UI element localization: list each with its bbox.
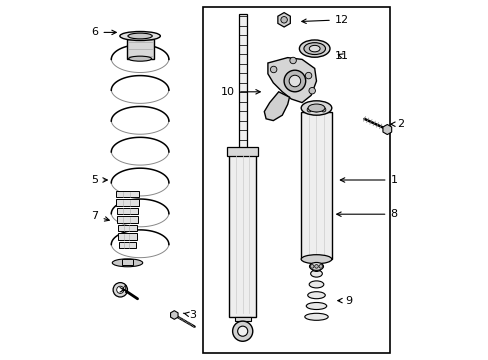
- Text: 1: 1: [340, 175, 397, 185]
- Circle shape: [237, 326, 247, 336]
- Text: 9: 9: [337, 296, 352, 306]
- Text: 3: 3: [183, 310, 196, 320]
- Text: 5: 5: [91, 175, 107, 185]
- Bar: [116, 199, 139, 206]
- Circle shape: [314, 265, 318, 268]
- Text: 6: 6: [91, 27, 116, 37]
- Bar: [229, 151, 256, 317]
- Ellipse shape: [128, 56, 151, 61]
- Bar: [227, 147, 258, 156]
- Ellipse shape: [310, 270, 322, 277]
- Ellipse shape: [305, 302, 326, 310]
- Circle shape: [232, 321, 252, 341]
- Ellipse shape: [299, 40, 329, 57]
- Text: 10: 10: [221, 87, 260, 97]
- Text: 2: 2: [390, 119, 404, 129]
- Ellipse shape: [128, 33, 152, 39]
- Bar: [117, 208, 138, 214]
- Bar: [122, 259, 133, 265]
- Ellipse shape: [307, 292, 325, 299]
- Bar: [126, 39, 153, 59]
- Circle shape: [306, 108, 311, 112]
- Circle shape: [288, 75, 300, 87]
- Circle shape: [113, 283, 127, 297]
- Ellipse shape: [303, 43, 325, 55]
- Bar: [234, 317, 250, 321]
- Bar: [301, 112, 331, 259]
- Circle shape: [308, 87, 315, 94]
- Ellipse shape: [311, 265, 321, 271]
- Bar: [118, 233, 137, 240]
- Ellipse shape: [120, 32, 160, 41]
- Bar: [238, 14, 246, 151]
- Ellipse shape: [309, 262, 323, 270]
- Circle shape: [321, 108, 325, 112]
- Circle shape: [284, 70, 305, 92]
- Circle shape: [117, 286, 123, 293]
- Ellipse shape: [304, 313, 327, 320]
- Text: 12: 12: [301, 15, 348, 25]
- Bar: [118, 225, 137, 231]
- Circle shape: [318, 265, 322, 268]
- Circle shape: [289, 57, 296, 64]
- Bar: [203, 7, 389, 353]
- Ellipse shape: [308, 281, 323, 288]
- Text: 7: 7: [91, 211, 109, 221]
- Ellipse shape: [307, 104, 324, 112]
- Circle shape: [305, 72, 311, 79]
- Text: 11: 11: [334, 51, 348, 61]
- Polygon shape: [267, 58, 316, 103]
- Ellipse shape: [301, 101, 331, 115]
- Text: 8: 8: [336, 209, 397, 219]
- Ellipse shape: [309, 45, 320, 52]
- Circle shape: [310, 265, 313, 268]
- Polygon shape: [264, 92, 289, 121]
- Circle shape: [280, 17, 287, 23]
- Bar: [117, 216, 138, 223]
- Circle shape: [314, 108, 318, 112]
- Circle shape: [270, 66, 276, 73]
- Bar: [116, 191, 139, 197]
- Bar: [119, 242, 136, 248]
- Text: 4: 4: [120, 285, 127, 295]
- Ellipse shape: [112, 259, 142, 267]
- Ellipse shape: [301, 255, 331, 264]
